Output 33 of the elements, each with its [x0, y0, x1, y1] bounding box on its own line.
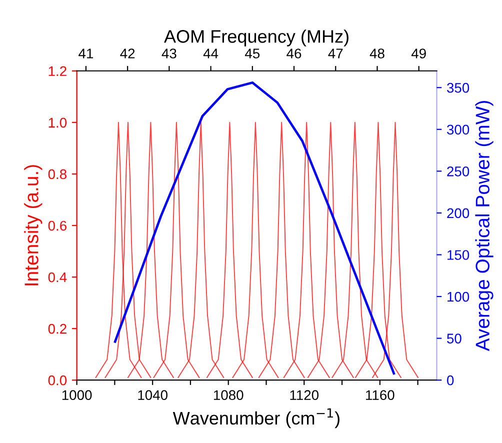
- y-tick-label: 150: [448, 250, 470, 260]
- y-tick-label: 0.0: [48, 375, 67, 386]
- x-axis-title: AOM Frequency (MHz): [164, 30, 348, 46]
- y-tick-label: 200: [447, 208, 470, 218]
- y-axis-title: Intensity (a.u.): [24, 165, 42, 286]
- x-tick-label: 42: [120, 48, 135, 58]
- x-tick-label: 43: [162, 48, 176, 58]
- y-tick-label: 100: [448, 292, 470, 302]
- x-tick-label: 1160: [366, 390, 394, 400]
- y-tick-label: 1.0: [48, 118, 67, 128]
- x-tick-label: 49: [411, 48, 426, 58]
- x-tick-label: 48: [370, 48, 384, 58]
- x-tick-label: 46: [286, 48, 302, 58]
- x-tick-label: 1080: [214, 390, 244, 400]
- x-axis-title: Wavenumber (cm$^{−1}$): [172, 408, 340, 428]
- x-tick-label: 1040: [138, 390, 168, 400]
- x-tick-label: 44: [203, 48, 218, 58]
- y-tick-label: 0.2: [48, 324, 66, 334]
- y-tick-label: 0.6: [48, 220, 66, 231]
- y-tick-label: 300: [446, 124, 470, 135]
- x-tick-label: 1000: [62, 390, 92, 400]
- y-tick-label: 0: [447, 375, 454, 386]
- x-tick-label: 45: [245, 48, 260, 58]
- y-tick-label: 0.4: [48, 272, 67, 282]
- x-tick-label: 1120: [290, 390, 319, 400]
- y-tick-label: 350: [446, 82, 470, 93]
- y-tick-label: 0.8: [48, 169, 66, 180]
- y-axis-title: Average Optical Power (mW): [475, 100, 494, 352]
- y-tick-label: 250: [447, 166, 470, 176]
- x-tick-label: 47: [328, 48, 343, 58]
- y-tick-label: 50: [447, 334, 462, 344]
- x-tick-label: 41: [78, 48, 94, 58]
- y-tick-label: 1.2: [48, 66, 66, 76]
